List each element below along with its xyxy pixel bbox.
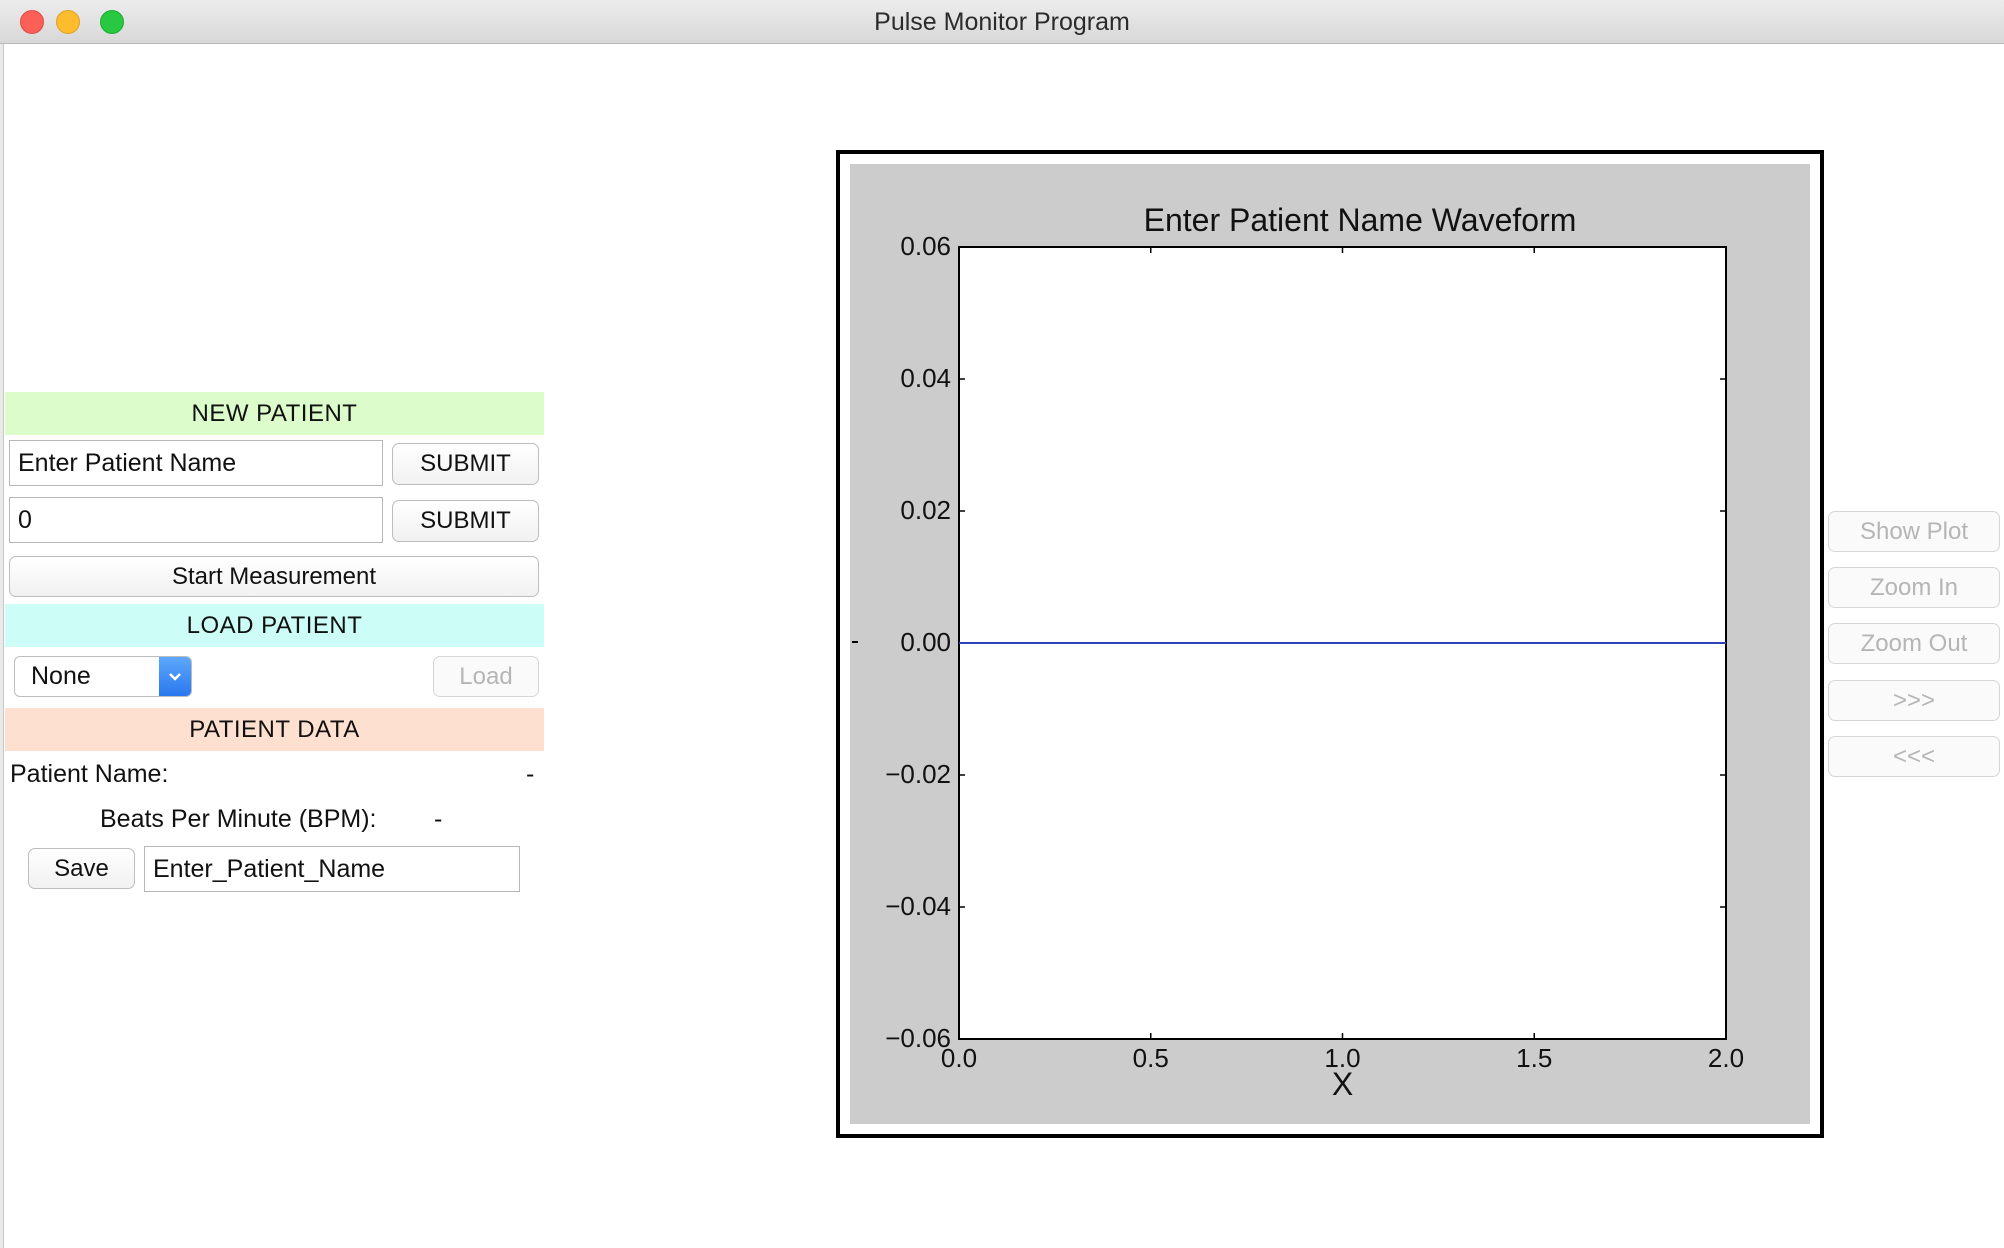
filename-input[interactable] — [144, 846, 520, 892]
next-page-button[interactable]: >>> — [1828, 680, 2000, 721]
x-tick-label-4: 2.0 — [1707, 1043, 1745, 1073]
y-tick-label-0: 0.06 — [900, 231, 951, 261]
window-title: Pulse Monitor Program — [874, 8, 1130, 36]
x-tick-label-3: 1.5 — [1516, 1043, 1553, 1073]
chevron-down-icon — [159, 657, 191, 696]
patient-dropdown[interactable]: None — [14, 656, 192, 697]
chart-title: Enter Patient Name Waveform — [1143, 202, 1577, 238]
prev-page-button[interactable]: <<< — [1828, 736, 2000, 777]
close-window-button[interactable] — [20, 10, 44, 34]
load-patient-header: LOAD PATIENT — [5, 604, 544, 647]
start-measurement-button[interactable]: Start Measurement — [9, 556, 539, 597]
y-tick-label-4: −0.02 — [885, 759, 951, 789]
patient-data-header: PATIENT DATA — [5, 708, 544, 751]
y-tick-label-5: −0.04 — [885, 891, 951, 921]
load-button[interactable]: Load — [433, 656, 539, 697]
name-submit-button[interactable]: SUBMIT — [392, 443, 539, 485]
patient-name-label: Patient Name: — [10, 760, 169, 788]
y-tick-label-1: 0.04 — [900, 363, 951, 393]
x-axis-label: X — [1331, 1066, 1354, 1102]
zoom-in-button[interactable]: Zoom In — [1828, 567, 2000, 608]
save-button[interactable]: Save — [28, 848, 135, 889]
y-tick-label-2: 0.02 — [900, 495, 951, 525]
x-tick-label-0: 0.0 — [940, 1043, 978, 1073]
zoom-window-button[interactable] — [100, 10, 124, 34]
window-left-border — [0, 44, 4, 1248]
id-submit-button[interactable]: SUBMIT — [392, 500, 539, 542]
zoom-out-button[interactable]: Zoom Out — [1828, 623, 2000, 664]
patient-name-value: - — [526, 760, 535, 788]
bpm-label: Beats Per Minute (BPM): — [100, 805, 377, 833]
x-tick-label-2: 1.0 — [1324, 1043, 1361, 1073]
x-tick-label-1: 0.5 — [1132, 1043, 1169, 1073]
bpm-value: - — [434, 805, 443, 833]
patient-id-input[interactable] — [9, 497, 383, 543]
y-tick-label-3: 0.00 — [900, 627, 951, 657]
show-plot-button[interactable]: Show Plot — [1828, 511, 2000, 552]
title-bar — [0, 0, 2004, 44]
patient-name-input[interactable] — [9, 440, 383, 486]
new-patient-header: NEW PATIENT — [5, 392, 544, 435]
minimize-window-button[interactable] — [56, 10, 80, 34]
dropdown-selected-value: None — [31, 662, 91, 690]
y-tick-label-6: −0.06 — [885, 1023, 951, 1053]
